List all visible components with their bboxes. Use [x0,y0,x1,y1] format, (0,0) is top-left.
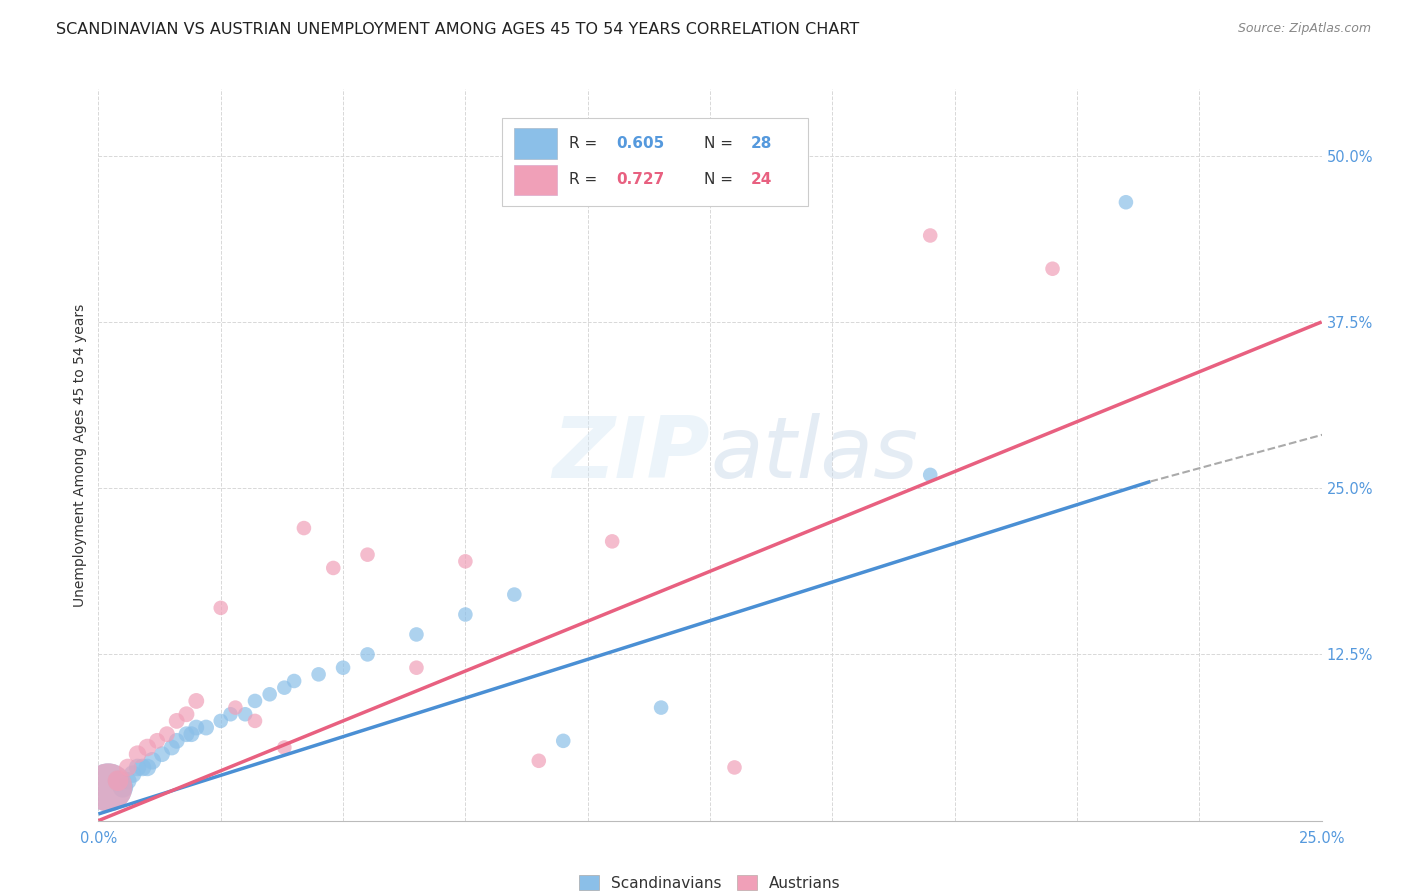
Point [141,754,163,768]
Point [136,740,159,755]
Point [176,727,198,741]
Point [920,228,942,243]
Text: SCANDINAVIAN VS AUSTRIAN UNEMPLOYMENT AMONG AGES 45 TO 54 YEARS CORRELATION CHAR: SCANDINAVIAN VS AUSTRIAN UNEMPLOYMENT AM… [56,22,859,37]
Point [233,707,256,722]
Point [117,773,139,788]
Text: R =: R = [569,172,603,187]
Point [107,773,129,788]
Point [107,773,129,788]
Point [127,747,149,761]
Point [527,754,550,768]
Point [166,734,188,748]
Point [156,727,179,741]
Point [308,667,330,681]
Point [160,740,183,755]
Point [273,740,295,755]
Point [1115,195,1137,210]
Text: ZIP: ZIP [553,413,710,497]
Point [503,588,526,602]
Point [131,760,153,774]
FancyBboxPatch shape [502,119,808,206]
Point [650,700,672,714]
Point [243,714,266,728]
FancyBboxPatch shape [515,164,557,195]
Point [600,534,623,549]
Point [454,554,477,568]
Point [1042,261,1064,276]
Point [243,694,266,708]
Point [186,721,208,735]
Point [405,661,427,675]
Point [259,687,281,701]
FancyBboxPatch shape [515,128,557,159]
Text: N =: N = [704,172,738,187]
Text: 0.727: 0.727 [616,172,664,187]
Text: Source: ZipAtlas.com: Source: ZipAtlas.com [1237,22,1371,36]
Point [332,661,354,675]
Point [117,760,139,774]
Point [209,600,232,615]
Point [97,780,120,795]
Point [166,714,188,728]
Point [180,727,202,741]
Text: 0.605: 0.605 [616,136,664,151]
Point [136,760,159,774]
Text: R =: R = [569,136,603,151]
Point [97,780,120,795]
Point [224,700,246,714]
Point [209,714,232,728]
Text: N =: N = [704,136,738,151]
Point [322,561,344,575]
Point [292,521,315,535]
Point [356,648,378,662]
Point [283,673,305,688]
Y-axis label: Unemployment Among Ages 45 to 54 years: Unemployment Among Ages 45 to 54 years [73,303,87,607]
Point [186,694,208,708]
Point [111,780,134,795]
Point [553,734,575,748]
Text: 24: 24 [751,172,772,187]
Point [146,734,169,748]
Point [723,760,745,774]
Text: 28: 28 [751,136,772,151]
Point [150,747,173,761]
Point [356,548,378,562]
Point [405,627,427,641]
Point [195,721,218,735]
Point [273,681,295,695]
Point [127,760,149,774]
Point [121,767,143,781]
Point [176,707,198,722]
Text: atlas: atlas [710,413,918,497]
Point [219,707,242,722]
Point [920,467,942,482]
Point [454,607,477,622]
Legend: Scandinavians, Austrians: Scandinavians, Austrians [574,870,846,892]
